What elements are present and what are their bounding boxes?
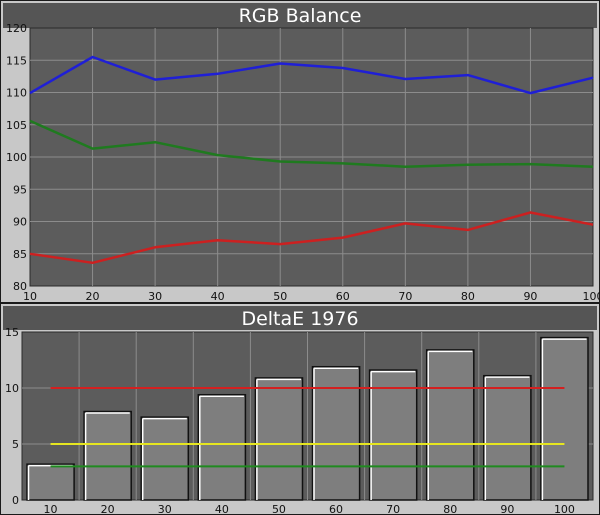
deltae-y-tick-label: 15: [5, 326, 19, 339]
deltae-bar: [483, 374, 532, 501]
rgb-x-tick-label: 20: [86, 290, 100, 303]
deltae-bar: [540, 336, 589, 501]
rgb-x-tick-label: 50: [273, 290, 287, 303]
rgb-y-tick-label: 90: [13, 216, 27, 229]
rgb-x-tick-label: 90: [523, 290, 537, 303]
rgb-y-tick-label: 100: [6, 151, 27, 164]
rgb-x-tick-label: 70: [398, 290, 412, 303]
rgb-y-tick-labels: 80 85 90 95 100 105 110 115 120: [6, 22, 27, 293]
rgb-y-tick-label: 95: [13, 183, 27, 196]
rgb-x-tick-labels: 10 20 30 40 50 60 70 80 90 100: [23, 290, 600, 303]
rgb-title-bar: [3, 3, 597, 28]
deltae-bars: [26, 336, 589, 501]
rgb-chart-title: RGB Balance: [239, 5, 362, 27]
deltae-x-tick-label: 90: [500, 503, 514, 515]
deltae-x-tick-labels: 10 20 30 40 50 60 70 80 90 100: [44, 503, 575, 515]
rgb-y-tick-label: 105: [6, 119, 27, 132]
rgb-y-tick-label: 110: [6, 87, 27, 100]
deltae-y-tick-labels: 0 5 10 15: [5, 326, 19, 507]
rgb-balance-chart: RGB Balance 80 85 90 95 100 105 110 115 120 10 20…: [0, 0, 600, 303]
deltae-x-tick-label: 100: [554, 503, 575, 515]
rgb-series-lines: [29, 55, 594, 265]
deltae-x-tick-label: 20: [101, 503, 115, 515]
deltae-title-bar: [3, 306, 597, 330]
deltae-chart-title: DeltaE 1976: [241, 308, 358, 330]
rgb-x-tick-label: 80: [461, 290, 475, 303]
rgb-series-line-1: [29, 119, 594, 168]
rgb-series-line-0: [29, 55, 594, 95]
rgb-x-tick-label: 40: [211, 290, 225, 303]
deltae-x-tick-label: 70: [386, 503, 400, 515]
deltae-x-tick-label: 10: [44, 503, 58, 515]
deltae-bar: [254, 377, 304, 501]
deltae-y-tick-label: 10: [5, 382, 19, 395]
deltae-chart: DeltaE 1976 0 5 10 15 10 20 30 40 50 60 70 80 90 100: [0, 303, 600, 515]
deltae-bar: [140, 416, 190, 501]
rgb-x-tick-label: 60: [336, 290, 350, 303]
deltae-x-tick-label: 60: [329, 503, 343, 515]
deltae-bar: [83, 410, 132, 501]
deltae-bar: [26, 463, 75, 501]
deltae-bar: [197, 393, 247, 501]
deltae-bar: [425, 349, 475, 501]
deltae-x-tick-label: 50: [272, 503, 286, 515]
deltae-y-tick-label: 5: [12, 438, 19, 451]
deltae-bar: [311, 365, 361, 501]
rgb-y-tick-label: 120: [6, 22, 27, 35]
deltae-bar: [368, 369, 418, 501]
rgb-y-tick-label: 80: [13, 280, 27, 293]
deltae-y-tick-label: 0: [12, 494, 19, 507]
deltae-x-tick-label: 80: [443, 503, 457, 515]
rgb-x-tick-label: 30: [148, 290, 162, 303]
rgb-series-line-2: [29, 211, 594, 265]
deltae-reference-lines: [50, 387, 565, 468]
deltae-x-tick-label: 40: [215, 503, 229, 515]
rgb-y-tick-label: 115: [6, 54, 27, 67]
rgb-x-tick-label: 100: [583, 290, 600, 303]
rgb-x-tick-label: 10: [23, 290, 37, 303]
deltae-x-tick-label: 30: [158, 503, 172, 515]
rgb-y-tick-label: 85: [13, 248, 27, 261]
